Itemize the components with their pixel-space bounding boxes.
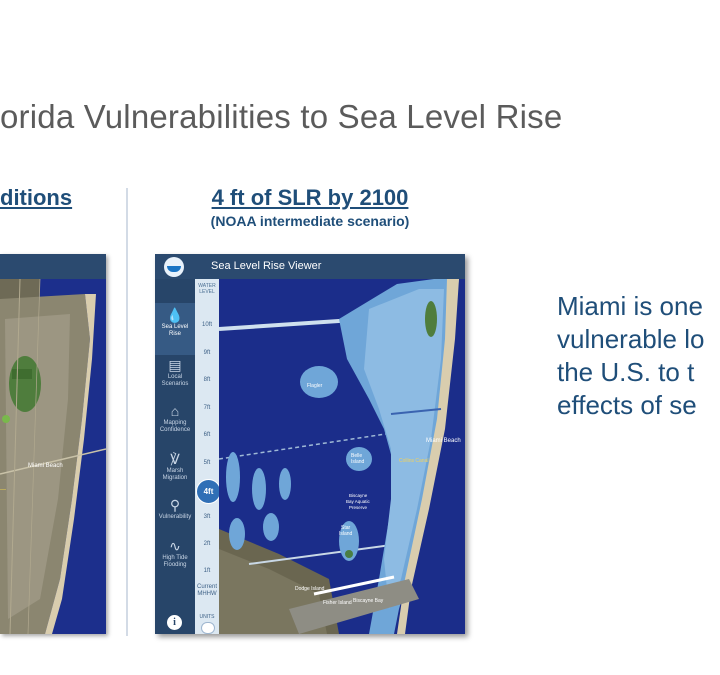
- side-text-line-3: the U.S. to t: [557, 357, 695, 387]
- sidebar-item-high-tide-flooding[interactable]: ∿ High Tide Flooding: [155, 538, 195, 569]
- label-biscayne-bay: Biscayne Bay: [353, 598, 384, 604]
- bar-chart-icon: ▤: [168, 357, 182, 373]
- sea-level-rise-viewer: Sea Level Rise Viewer 💧 Sea Level Rise ▤…: [155, 254, 465, 634]
- slide-title: orida Vulnerabilities to Sea Level Rise: [0, 98, 563, 135]
- tick-current-mhhw: Current MHHW: [196, 584, 217, 597]
- flood-map[interactable]: Miami Beach Collins Canal Belle Island B…: [219, 279, 465, 634]
- label-belle-isle-2: Island: [351, 459, 365, 465]
- side-text-line-4: effects of se: [557, 390, 697, 420]
- tick-8ft: 8ft: [203, 377, 211, 383]
- sidebar-item-label: Local Scenarios: [161, 374, 189, 387]
- tick-2ft: 2ft: [203, 541, 211, 547]
- water-level-handle[interactable]: 4ft: [196, 479, 221, 504]
- side-text-line-2: vulnerable lo: [557, 324, 705, 354]
- viewer-sidebar: 💧 Sea Level Rise ▤ Local Scenarios ⌂ Map…: [155, 279, 195, 634]
- column-divider: [126, 188, 128, 636]
- water-level-label: WATER LEVEL: [198, 283, 216, 295]
- left-map-topbar: [0, 254, 106, 279]
- tick-1ft: 1ft: [203, 568, 211, 574]
- person-icon: ⚲: [169, 497, 181, 513]
- left-map-image: Miami Beach —: [0, 279, 106, 634]
- label-belle-isle: Belle: [351, 453, 362, 459]
- left-label-fragment: —: [0, 487, 6, 493]
- sidebar-item-sea-level-rise[interactable]: 💧 Sea Level Rise: [155, 303, 195, 355]
- units-toggle[interactable]: [201, 622, 215, 634]
- sidebar-item-vulnerability[interactable]: ⚲ Vulnerability: [155, 497, 195, 521]
- side-text-line-1: Miami is one: [557, 291, 703, 321]
- right-heading-title: 4 ft of SLR by 2100: [211, 185, 409, 210]
- label-collins-canal: Collins Canal: [399, 458, 428, 464]
- label-biscayne-preserve-1: Biscayne: [349, 493, 368, 498]
- left-map-heading: ditions: [0, 185, 73, 210]
- building-icon: ⌂: [170, 403, 180, 419]
- tick-7ft: 7ft: [203, 405, 211, 411]
- left-label-miami-beach: Miami Beach: [28, 463, 63, 469]
- tick-9ft: 9ft: [203, 350, 211, 356]
- tick-10ft: 10ft: [201, 322, 212, 328]
- sidebar-item-label: Mapping Confidence: [159, 420, 191, 433]
- tick-5ft: 5ft: [203, 460, 211, 466]
- sidebar-item-label: Vulnerability: [158, 514, 192, 520]
- right-heading-subtitle: (NOAA intermediate scenario): [210, 213, 410, 229]
- label-dodge-island: Dodge Island: [295, 586, 325, 592]
- sidebar-item-label: Marsh Migration: [162, 468, 188, 481]
- sidebar-item-local-scenarios[interactable]: ▤ Local Scenarios: [155, 357, 195, 388]
- label-biscayne-preserve-3: Preserve: [349, 505, 368, 510]
- viewer-app-title: Sea Level Rise Viewer: [211, 260, 322, 272]
- plant-icon: ℣: [170, 451, 180, 467]
- noaa-logo: [164, 257, 184, 277]
- pulse-icon: ∿: [169, 538, 181, 554]
- label-biscayne-preserve-2: Bay Aquatic: [346, 499, 371, 504]
- info-button[interactable]: i: [167, 615, 182, 630]
- sidebar-item-label: Sea Level Rise: [161, 324, 189, 337]
- units-label: UNITS: [199, 614, 215, 620]
- label-miami-beach: Miami Beach: [426, 438, 461, 444]
- current-conditions-map: Miami Beach —: [0, 254, 106, 634]
- label-star-island-2: Island: [339, 531, 353, 537]
- label-star-island-1: Star: [341, 525, 351, 531]
- label-flagler-island: Flagler: [307, 383, 323, 389]
- label-fisher-island: Fisher Island: [323, 600, 352, 606]
- droplet-icon: 💧: [166, 307, 184, 323]
- sidebar-item-label: High Tide Flooding: [162, 555, 188, 568]
- viewer-topbar: Sea Level Rise Viewer: [155, 254, 465, 279]
- water-level-slider[interactable]: WATER LEVEL 10ft 9ft 8ft 7ft 6ft 5ft 3ft…: [195, 279, 219, 634]
- tick-6ft: 6ft: [203, 432, 211, 438]
- sidebar-item-mapping-confidence[interactable]: ⌂ Mapping Confidence: [155, 403, 195, 434]
- right-map-heading: 4 ft of SLR by 2100 (NOAA intermediate s…: [160, 185, 460, 229]
- sidebar-item-marsh-migration[interactable]: ℣ Marsh Migration: [155, 451, 195, 482]
- tick-3ft: 3ft: [203, 514, 211, 520]
- side-text: Miami is one vulnerable lo the U.S. to t…: [557, 290, 704, 422]
